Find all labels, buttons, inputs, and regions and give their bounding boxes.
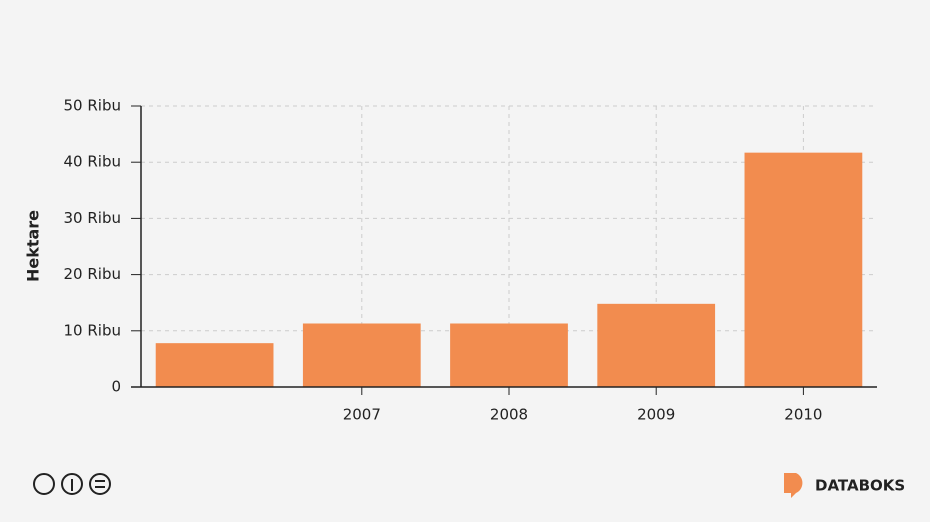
bar [450, 323, 568, 387]
x-tick-label: 2007 [343, 406, 381, 424]
brand-name: DATABOKS [815, 477, 905, 495]
y-axis-title: Hektare [24, 210, 43, 282]
y-tick-label: 0 [111, 378, 121, 396]
bar [744, 152, 863, 387]
y-tick-label: 30 Ribu [64, 209, 121, 227]
x-tick-label: 2010 [784, 406, 822, 424]
x-tick-label: 2009 [637, 406, 675, 424]
y-tick-label: 50 Ribu [64, 97, 121, 115]
y-tick-label: 40 Ribu [64, 153, 121, 171]
x-tick-label: 2008 [490, 406, 528, 424]
brand-logo [784, 473, 803, 498]
bar [597, 303, 716, 387]
y-tick-label: 10 Ribu [64, 321, 121, 339]
license-icons [33, 473, 111, 495]
bar [302, 323, 421, 387]
bar [155, 343, 274, 387]
y-tick-label: 20 Ribu [64, 265, 121, 283]
